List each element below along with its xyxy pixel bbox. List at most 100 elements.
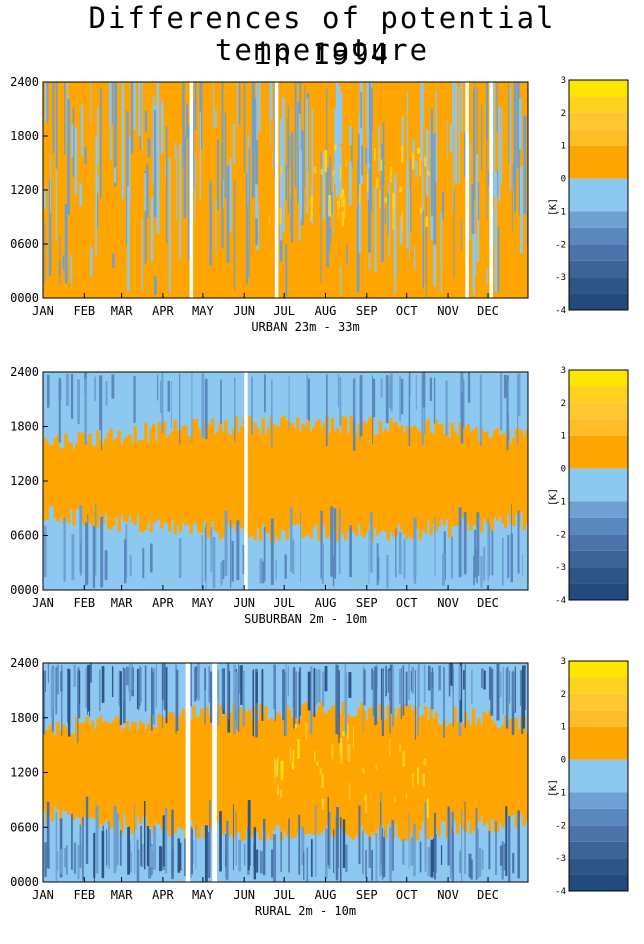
streak-cell xyxy=(400,378,404,415)
band-cell xyxy=(96,430,100,528)
streak-cell xyxy=(435,90,438,183)
streak-cell xyxy=(227,663,230,720)
warm-cell xyxy=(294,724,298,729)
streak-cell xyxy=(219,811,222,872)
streak-cell xyxy=(123,670,125,701)
band-cell xyxy=(488,438,492,531)
colorbar-tick-label: 1 xyxy=(561,432,566,442)
band-cell xyxy=(429,707,433,837)
streak-cell xyxy=(171,381,173,429)
band-cell xyxy=(352,717,356,840)
streak-cell xyxy=(113,806,117,874)
streak-cell xyxy=(342,819,346,869)
streak-cell xyxy=(381,836,383,875)
band-cell xyxy=(149,82,153,298)
streak-cell xyxy=(66,844,68,875)
streak-cell xyxy=(191,828,193,875)
band-cell xyxy=(277,82,281,298)
warm-cell xyxy=(275,760,279,777)
streak-cell xyxy=(526,210,528,245)
band-cell xyxy=(266,427,271,535)
colorbar-swatch xyxy=(569,517,628,535)
band-cell xyxy=(506,82,510,298)
streak-cell xyxy=(460,82,463,132)
streak-cell xyxy=(452,82,454,211)
streak-cell xyxy=(264,374,266,413)
band-cell xyxy=(498,728,502,823)
streak-cell xyxy=(238,839,242,872)
streak-cell xyxy=(487,518,489,582)
streak-cell xyxy=(381,144,384,263)
band-cell xyxy=(96,718,100,829)
streak-cell xyxy=(445,380,448,436)
band-cell xyxy=(253,82,257,298)
streak-cell xyxy=(87,664,91,712)
band-cell xyxy=(320,428,324,530)
band-cell xyxy=(128,434,132,516)
band-cell xyxy=(349,415,353,529)
band-cell xyxy=(224,420,228,539)
colorbar-tick-label: 0 xyxy=(561,175,566,185)
streak-cell xyxy=(387,668,389,693)
streak-cell xyxy=(217,669,220,726)
streak-cell xyxy=(127,826,131,875)
streak-cell xyxy=(320,151,322,283)
streak-cell xyxy=(409,188,410,260)
band-cell xyxy=(232,702,236,839)
streak-cell xyxy=(491,530,494,576)
x-tick-label: JAN xyxy=(32,596,54,610)
streak-cell xyxy=(165,126,168,244)
band-cell xyxy=(480,427,484,533)
band-cell xyxy=(440,82,444,298)
streak-cell xyxy=(360,91,363,128)
band-cell xyxy=(288,82,292,298)
streak-cell xyxy=(70,373,74,419)
streak-cell xyxy=(130,82,134,154)
streak-cell xyxy=(209,180,212,266)
y-tick-label: 0600 xyxy=(10,529,39,543)
streak-cell xyxy=(476,546,478,584)
band-cell xyxy=(48,725,52,816)
band-cell xyxy=(240,426,244,528)
streak-cell xyxy=(111,374,115,399)
band-cell xyxy=(445,725,449,838)
streak-cell xyxy=(58,260,60,277)
streak-cell xyxy=(424,802,427,872)
y-tick-label: 1800 xyxy=(10,420,39,434)
chart-title-line-1: Differences of potential temperature xyxy=(88,1,556,67)
streak-cell xyxy=(415,161,418,178)
colorbar-swatch xyxy=(569,96,628,113)
band-cell xyxy=(365,719,369,835)
streak-cell xyxy=(89,247,93,277)
band-cell xyxy=(200,708,204,827)
band-cell xyxy=(477,718,481,823)
band-cell xyxy=(173,82,177,298)
colorbar-tick-label: -4 xyxy=(555,306,566,316)
band-cell xyxy=(490,720,494,819)
band-cell xyxy=(53,438,57,518)
streak-cell xyxy=(238,82,241,125)
band-cell xyxy=(392,423,396,537)
x-tick-label: SEP xyxy=(356,888,378,902)
x-tick-label: JUL xyxy=(273,596,295,610)
streak-cell xyxy=(497,169,500,197)
streak-cell xyxy=(61,664,63,736)
streak-cell xyxy=(379,824,381,877)
warm-cell xyxy=(347,744,351,762)
band-cell xyxy=(432,434,436,525)
band-cell xyxy=(266,82,271,298)
streak-cell xyxy=(44,222,46,283)
band-cell xyxy=(360,82,364,298)
streak-cell xyxy=(474,529,476,578)
missing-data-gap xyxy=(213,663,218,882)
colorbar-frame xyxy=(568,79,629,311)
streak-cell xyxy=(500,109,503,184)
band-cell xyxy=(237,82,241,298)
streak-cell xyxy=(337,374,340,408)
streak-cell xyxy=(498,106,501,202)
band-cell xyxy=(216,431,220,532)
streak-cell xyxy=(174,142,176,160)
x-tick-label: MAY xyxy=(192,888,214,902)
band-cell xyxy=(88,724,92,819)
streak-cell xyxy=(430,108,433,216)
